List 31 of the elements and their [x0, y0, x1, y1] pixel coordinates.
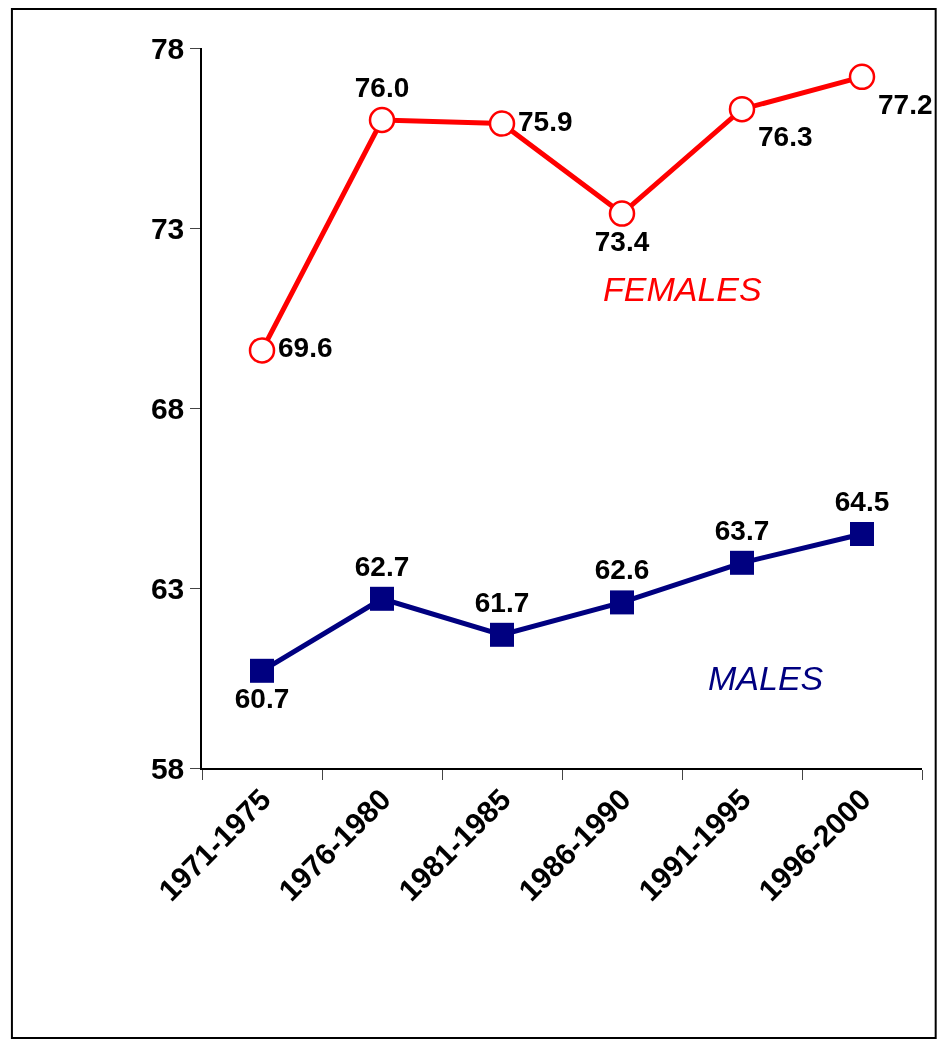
point — [608, 200, 636, 227]
data-label: 69.6 — [278, 332, 333, 364]
point — [850, 522, 874, 546]
data-label: 62.7 — [354, 550, 410, 582]
y-tick-label: 63 — [150, 571, 185, 605]
y-tick-label: 78 — [150, 31, 185, 65]
point — [730, 550, 754, 575]
y-tick-label: 73 — [150, 211, 185, 245]
data-label: 76.3 — [758, 121, 813, 153]
data-label: 73.4 — [594, 225, 650, 257]
y-tick-label: 68 — [150, 391, 185, 425]
point — [368, 106, 396, 134]
data-label: 77.2 — [878, 88, 933, 120]
data-label: 64.5 — [834, 486, 890, 517]
data-label: 61.7 — [474, 586, 530, 618]
point — [728, 95, 756, 123]
point — [370, 586, 394, 611]
point — [488, 110, 516, 137]
series-label: FEMALES — [603, 270, 763, 308]
point — [248, 337, 276, 364]
point — [490, 622, 514, 647]
point — [610, 590, 634, 615]
data-label: 76.0 — [354, 72, 410, 103]
data-label: 60.7 — [234, 682, 290, 714]
point — [250, 658, 274, 683]
y-tick-label: 58 — [150, 751, 185, 785]
data-label: 75.9 — [518, 105, 573, 137]
point — [848, 63, 876, 91]
data-label: 63.7 — [714, 514, 770, 546]
data-label: 62.6 — [594, 554, 650, 586]
text: MALES — [708, 659, 824, 697]
